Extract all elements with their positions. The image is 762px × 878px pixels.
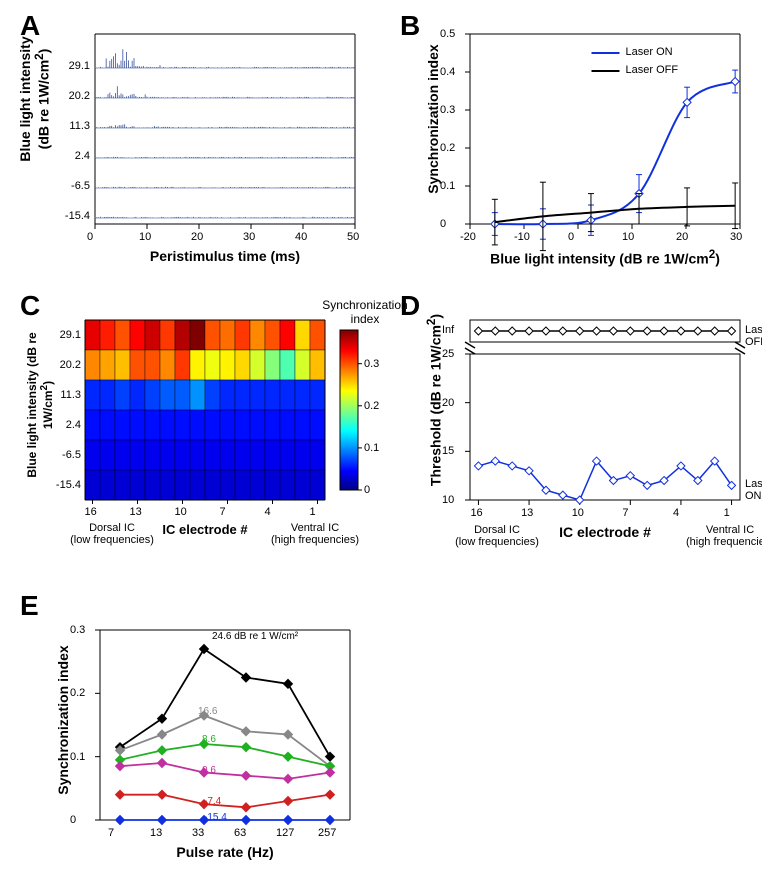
label: 0.3 — [70, 624, 85, 636]
label: 257 — [318, 827, 336, 839]
label: Pulse rate (Hz) — [165, 844, 285, 860]
label: -15.4 — [204, 812, 227, 823]
label: 63 — [234, 827, 246, 839]
label: 33 — [192, 827, 204, 839]
label: 7 — [108, 827, 114, 839]
label: 0 — [70, 814, 76, 826]
label: 0.1 — [70, 751, 85, 763]
label: -7.4 — [204, 796, 221, 807]
label: 13 — [150, 827, 162, 839]
label: 8.6 — [202, 734, 216, 745]
label: Synchronization index — [55, 640, 71, 800]
label: 16.6 — [198, 706, 217, 717]
label: 0.2 — [70, 687, 85, 699]
label: 24.6 dB re 1 W/cm² — [212, 631, 298, 642]
label: 0.6 — [202, 765, 216, 776]
panel-e — [0, 0, 762, 878]
label: 127 — [276, 827, 294, 839]
